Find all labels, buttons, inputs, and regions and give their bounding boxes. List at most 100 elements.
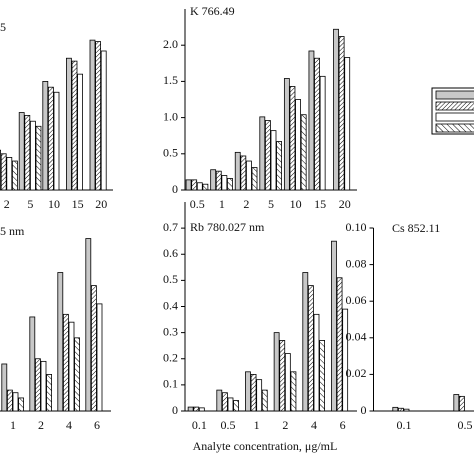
bar: [276, 141, 283, 191]
bar: [6, 157, 13, 191]
x-tick-label: 4: [66, 418, 72, 432]
x-tick-label: 1: [10, 418, 16, 432]
bar: [333, 28, 339, 191]
bar: [308, 50, 315, 191]
panel-title: K 766.49: [190, 4, 235, 18]
panel-title: Cs 852.11: [392, 221, 440, 235]
x-tick-label: 2: [282, 418, 288, 432]
bar: [295, 99, 301, 191]
bar: [191, 179, 198, 191]
bar: [71, 60, 78, 191]
y-tick-label: 2.0: [163, 37, 178, 51]
y-tick-label: 0.2: [163, 351, 178, 365]
bar: [35, 358, 41, 412]
bar: [307, 285, 314, 412]
bar: [66, 57, 72, 191]
bar: [338, 36, 345, 191]
y-tick-label: 0: [172, 182, 178, 196]
y-tick-label: 0.04: [346, 330, 367, 344]
panel-title: 5 nm: [0, 224, 25, 238]
bar: [302, 272, 309, 412]
bar: [397, 407, 404, 412]
bar: [233, 400, 240, 412]
x-tick-label: 15: [314, 197, 326, 211]
bar: [7, 389, 13, 412]
bar: [344, 57, 351, 191]
bar: [42, 81, 49, 191]
bar: [283, 78, 290, 191]
bar: [18, 397, 25, 412]
bar: [95, 41, 101, 191]
y-tick-label: 0.10: [346, 220, 367, 234]
bar: [453, 394, 460, 412]
y-tick-label: 0.6: [163, 246, 178, 260]
bar: [198, 407, 205, 412]
panel-title: Rb 780.027 nm: [190, 220, 265, 234]
bar: [273, 332, 280, 412]
y-tick-label: 0.4: [163, 298, 178, 312]
y-tick-label: 1.0: [163, 109, 178, 123]
bar: [290, 371, 297, 412]
bar: [279, 340, 286, 412]
bar: [11, 160, 18, 191]
x-tick-label: 15: [72, 197, 84, 211]
bar: [251, 167, 258, 191]
y-tick-label: 0.5: [163, 272, 178, 286]
x-tick-label: 5: [27, 197, 33, 211]
x-tick-label: 5: [268, 197, 274, 211]
bar: [270, 130, 277, 191]
y-tick-label: 0.08: [346, 256, 367, 270]
legend-swatch: [435, 101, 474, 111]
bar: [314, 57, 320, 191]
x-tick-label: 0.5: [190, 197, 205, 211]
x-tick-label: 1: [219, 197, 225, 211]
bar: [256, 379, 263, 412]
bar: [227, 397, 234, 412]
bar: [336, 277, 343, 412]
x-axis-label: Analyte concentration, μg/mL: [193, 439, 338, 453]
bar: [29, 316, 36, 412]
bar: [289, 86, 296, 191]
x-tick-label: 0.5: [458, 418, 473, 432]
bar: [319, 75, 326, 191]
x-tick-label: 20: [339, 197, 351, 211]
bar: [259, 116, 266, 191]
bar: [216, 389, 223, 412]
y-tick-label: 0.06: [346, 293, 367, 307]
x-tick-label: 20: [95, 197, 107, 211]
bar: [29, 120, 36, 191]
bar: [46, 374, 52, 412]
bar: [24, 115, 31, 191]
x-tick-label: 10: [48, 197, 60, 211]
bar: [227, 178, 233, 191]
x-tick-label: 2: [38, 418, 44, 432]
bar: [319, 340, 326, 412]
y-tick-label: 0.3: [163, 324, 178, 338]
bar: [1, 363, 8, 412]
bar: [245, 371, 251, 412]
y-tick-label: 0.02: [346, 366, 367, 380]
bar: [221, 392, 228, 412]
bar: [240, 155, 247, 191]
bar: [77, 73, 83, 191]
bar: [392, 406, 399, 412]
bar: [196, 182, 203, 191]
bar: [403, 408, 410, 412]
y-tick-label: 0: [172, 403, 178, 417]
bar: [202, 183, 209, 191]
bar: [264, 120, 271, 191]
bar: [0, 153, 7, 191]
x-tick-label: 0.1: [397, 418, 412, 432]
y-tick-label: 1.5: [163, 73, 178, 87]
bar: [342, 308, 349, 412]
bar: [246, 160, 252, 191]
bar: [221, 175, 228, 191]
bar: [210, 169, 217, 191]
legend-swatch: [435, 112, 474, 122]
y-tick-label: 0.7: [163, 220, 178, 234]
bar: [187, 406, 194, 412]
bar: [215, 170, 222, 191]
y-tick-label: 0: [361, 403, 367, 417]
